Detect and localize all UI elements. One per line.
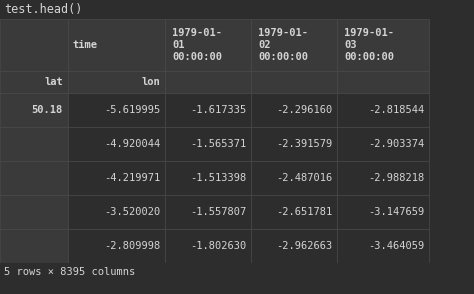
Bar <box>68 161 165 195</box>
Bar <box>0 0 474 18</box>
Text: test.head(): test.head() <box>4 3 82 16</box>
Text: -1.513398: -1.513398 <box>190 173 246 183</box>
Bar <box>251 161 337 195</box>
Bar <box>68 93 165 127</box>
Text: 1979-01-
03
00:00:00: 1979-01- 03 00:00:00 <box>344 29 394 62</box>
Text: 1979-01-
02
00:00:00: 1979-01- 02 00:00:00 <box>258 29 308 62</box>
Text: -3.147659: -3.147659 <box>368 207 424 217</box>
Text: -3.464059: -3.464059 <box>368 241 424 251</box>
Bar <box>251 195 337 229</box>
Bar <box>165 195 251 229</box>
Bar <box>165 161 251 195</box>
Bar <box>0 19 68 71</box>
Text: -1.557807: -1.557807 <box>190 207 246 217</box>
Text: -3.520020: -3.520020 <box>104 207 160 217</box>
Text: -2.487016: -2.487016 <box>276 173 332 183</box>
Bar <box>68 19 165 71</box>
Text: lat: lat <box>44 77 63 87</box>
Text: time: time <box>73 40 98 50</box>
Bar <box>165 19 251 71</box>
Bar <box>337 195 429 229</box>
Bar <box>337 127 429 161</box>
Text: -2.296160: -2.296160 <box>276 105 332 115</box>
Bar <box>337 161 429 195</box>
Text: -1.802630: -1.802630 <box>190 241 246 251</box>
Bar <box>165 229 251 263</box>
Bar <box>0 195 68 229</box>
Text: -2.809998: -2.809998 <box>104 241 160 251</box>
Bar <box>251 229 337 263</box>
Text: -4.219971: -4.219971 <box>104 173 160 183</box>
Bar <box>68 71 165 93</box>
Bar <box>251 93 337 127</box>
Text: -2.962663: -2.962663 <box>276 241 332 251</box>
Text: -2.391579: -2.391579 <box>276 139 332 149</box>
Text: -2.988218: -2.988218 <box>368 173 424 183</box>
Text: 5 rows × 8395 columns: 5 rows × 8395 columns <box>4 267 135 277</box>
Bar <box>68 195 165 229</box>
Text: 1979-01-
01
00:00:00: 1979-01- 01 00:00:00 <box>172 29 222 62</box>
Bar <box>0 161 68 195</box>
Text: -2.818544: -2.818544 <box>368 105 424 115</box>
Text: -2.903374: -2.903374 <box>368 139 424 149</box>
Bar <box>337 71 429 93</box>
Text: -1.617335: -1.617335 <box>190 105 246 115</box>
Text: 50.18: 50.18 <box>32 105 63 115</box>
Bar <box>251 71 337 93</box>
Text: -5.619995: -5.619995 <box>104 105 160 115</box>
Bar <box>337 93 429 127</box>
Bar <box>337 229 429 263</box>
Bar <box>337 19 429 71</box>
Text: lon: lon <box>141 77 160 87</box>
Bar <box>165 93 251 127</box>
Bar <box>251 127 337 161</box>
Text: -4.920044: -4.920044 <box>104 139 160 149</box>
Bar <box>165 71 251 93</box>
Bar <box>0 229 68 263</box>
Bar <box>0 71 68 93</box>
Bar <box>0 127 68 161</box>
Bar <box>251 19 337 71</box>
Text: -2.651781: -2.651781 <box>276 207 332 217</box>
Bar <box>68 127 165 161</box>
Bar <box>68 229 165 263</box>
Bar <box>0 263 474 281</box>
Text: -1.565371: -1.565371 <box>190 139 246 149</box>
Bar <box>165 127 251 161</box>
Bar <box>0 93 68 127</box>
